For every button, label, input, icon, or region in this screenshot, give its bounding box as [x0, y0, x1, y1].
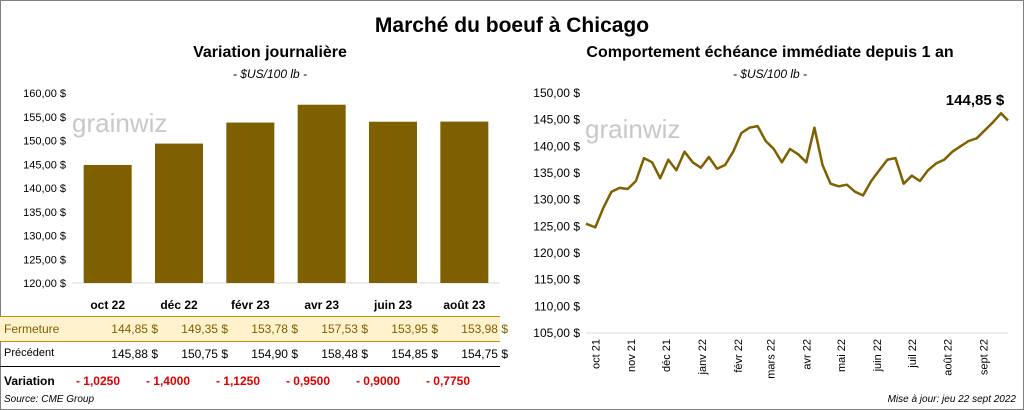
- bar: [226, 122, 275, 283]
- row-label-fermeture: Fermeture: [4, 322, 60, 336]
- y-tick-label: 140,00 $: [23, 183, 66, 195]
- x-tick-label: févr 22: [733, 339, 745, 373]
- line-chart: grainwiz 105,00 $ 110,00 $ 115,00 $ 120,00 …: [533, 86, 1009, 379]
- cell-fermeture: 144,85 $: [111, 322, 158, 336]
- page-title: Marché du boeuf à Chicago: [374, 14, 650, 37]
- x-tick-label: août 22: [943, 339, 955, 376]
- x-tick-label: déc 21: [661, 339, 673, 372]
- y-tick-label: 130,00 $: [23, 231, 66, 243]
- row-label-variation: Variation: [4, 374, 55, 388]
- cell-precedent: 154,75 $: [461, 347, 508, 361]
- cell-variation: - 1,0250: [75, 374, 121, 388]
- x-tick-label: juil 22: [907, 339, 919, 369]
- y-tick-label: 105,00 $: [533, 326, 580, 340]
- x-category-label: avr 23: [304, 298, 339, 312]
- y-tick-label: 130,00 $: [533, 193, 580, 207]
- bar: [440, 121, 489, 283]
- y-tick-label: 135,00 $: [23, 207, 66, 219]
- y-tick-label: 145,00 $: [533, 113, 580, 127]
- watermark-logo: grainwiz: [72, 108, 167, 138]
- cell-fermeture: 153,95 $: [391, 322, 438, 336]
- x-category-label: févr 23: [231, 298, 270, 312]
- price-series-line: [585, 112, 1009, 229]
- cell-variation: - 0,9500: [285, 374, 331, 388]
- cell-variation: - 0,9000: [355, 374, 401, 388]
- x-category-label: oct 22: [90, 298, 125, 312]
- cell-fermeture: 153,98 $: [461, 322, 508, 336]
- bar: [83, 164, 132, 283]
- cell-variation: - 1,1250: [215, 374, 261, 388]
- watermark-logo: grainwiz: [585, 114, 680, 144]
- y-tick-label: 125,00 $: [23, 254, 66, 266]
- left-chart-unit: - $US/100 lb -: [232, 67, 308, 81]
- right-chart-title: Comportement échéance immédiate depuis 1…: [586, 44, 954, 61]
- y-tick-label: 145,00 $: [23, 159, 66, 171]
- cell-precedent: 158,48 $: [321, 347, 368, 361]
- row-label-precedent: Précédent: [4, 347, 55, 359]
- y-tick-label: 120,00 $: [533, 246, 580, 260]
- cell-precedent: 150,75 $: [181, 347, 228, 361]
- cell-precedent: 154,90 $: [251, 347, 298, 361]
- row-variation: Variation - 1,0250 - 1,4000 - 1,1250 - 0…: [0, 369, 500, 393]
- y-tick-label: 110,00 $: [534, 299, 580, 313]
- bar: [297, 104, 346, 283]
- watermark-text: grainwiz: [585, 114, 680, 144]
- x-tick-label: nov 21: [626, 339, 638, 372]
- bar-chart: grainwiz 120,00 $ 125,00 $ 130,00 $ 135,00 …: [23, 88, 500, 312]
- cell-fermeture: 157,53 $: [321, 322, 368, 336]
- x-tick-label: mars 22: [765, 339, 777, 379]
- x-tick-label: avr 22: [801, 339, 813, 370]
- y-tick-label: 160,00 $: [23, 88, 66, 100]
- cell-fermeture: 153,78 $: [251, 322, 298, 336]
- cell-fermeture: 149,35 $: [181, 322, 228, 336]
- y-tick-label: 150,00 $: [23, 136, 66, 148]
- watermark-text: grainwiz: [72, 108, 167, 138]
- y-tick-label: 150,00 $: [533, 86, 580, 100]
- x-category-label: déc 22: [160, 298, 198, 312]
- x-category-label: août 23: [443, 298, 485, 312]
- x-tick-label: mai 22: [836, 339, 848, 372]
- x-category-label: juin 23: [373, 298, 412, 312]
- y-tick-label: 135,00 $: [533, 166, 580, 180]
- x-tick-label: oct 21: [590, 339, 602, 369]
- last-value-label: 144,85 $: [946, 92, 1005, 109]
- y-tick-label: 115,00 $: [534, 273, 580, 287]
- update-note: Mise à jour: jeu 22 sept 2022: [887, 394, 1016, 405]
- row-fermeture: Fermeture 144,85 $ 149,35 $ 153,78 $ 157…: [0, 316, 508, 342]
- x-tick-label: janv 22: [697, 339, 709, 375]
- cell-variation: - 1,4000: [145, 374, 191, 388]
- y-tick-label: 140,00 $: [533, 139, 580, 153]
- y-tick-label: 125,00 $: [533, 219, 580, 233]
- cell-precedent: 145,88 $: [111, 347, 158, 361]
- row-precedent: Précédent 145,88 $ 150,75 $ 154,90 $ 158…: [0, 342, 508, 367]
- cell-precedent: 154,85 $: [391, 347, 438, 361]
- cell-variation: - 0,7750: [425, 374, 471, 388]
- x-tick-label: sept 22: [979, 339, 991, 375]
- left-chart-title: Variation journalière: [193, 44, 347, 61]
- bar: [369, 121, 417, 283]
- bar: [155, 143, 203, 283]
- right-chart-unit: - $US/100 lb -: [732, 67, 808, 81]
- y-tick-label: 155,00 $: [23, 112, 66, 124]
- x-tick-label: juin 22: [872, 339, 884, 372]
- y-tick-label: 120,00 $: [23, 278, 66, 290]
- source-note: Source: CME Group: [4, 394, 95, 405]
